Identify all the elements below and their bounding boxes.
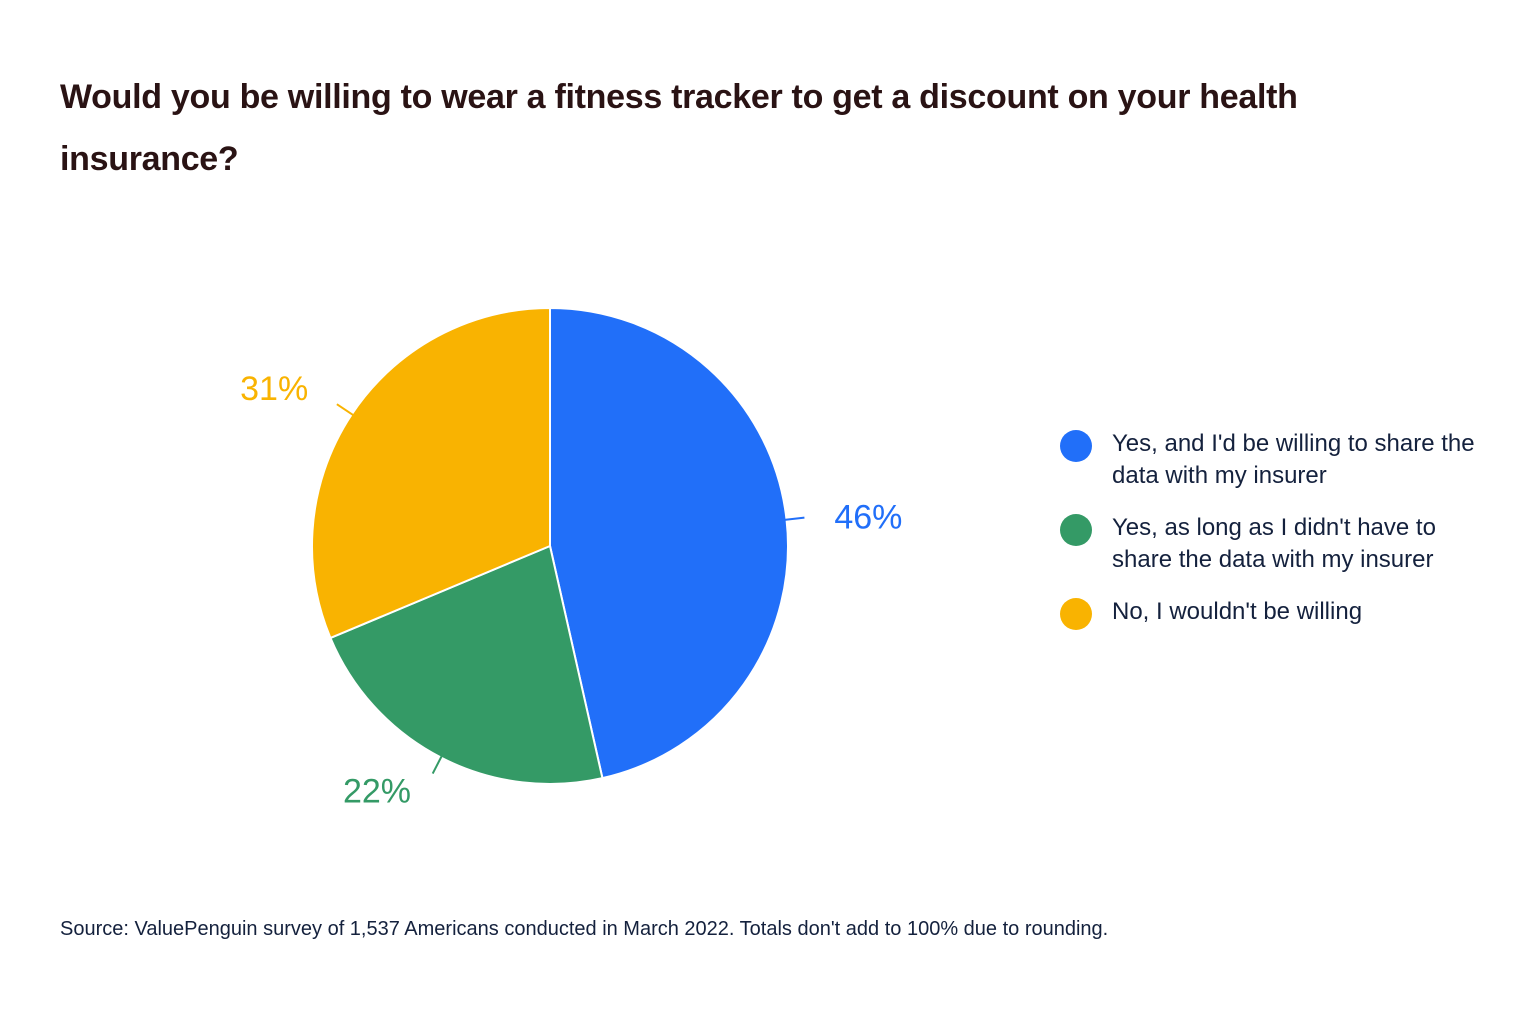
label-leader-line xyxy=(336,403,355,417)
pie-slice-label: 22% xyxy=(343,773,411,811)
label-leader-line xyxy=(784,516,805,521)
pie-slice-label: 31% xyxy=(240,370,308,408)
label-leader-line xyxy=(431,755,443,775)
source-note: Source: ValuePenguin survey of 1,537 Ame… xyxy=(60,918,1109,940)
chart-legend: Yes, and I'd be willing to share the dat… xyxy=(1060,428,1480,650)
legend-swatch-green xyxy=(1060,514,1092,546)
legend-swatch-blue xyxy=(1060,430,1092,462)
legend-label: No, I wouldn't be willing xyxy=(1112,598,1363,625)
legend-swatch-yellow xyxy=(1060,598,1092,630)
legend-item-not-willing: No, I wouldn't be willing xyxy=(1060,596,1480,630)
legend-item-no-share: Yes, as long as I didn't have to share t… xyxy=(1060,512,1480,576)
legend-item-share-data: Yes, and I'd be willing to share the dat… xyxy=(1060,428,1480,492)
pie-chart: 46% 22% 31% xyxy=(240,306,902,811)
chart-title: Would you be willing to wear a fitness t… xyxy=(60,78,1298,178)
pie-slice-label: 46% xyxy=(834,499,902,537)
legend-label: Yes, and I'd be willing to share the dat… xyxy=(1112,430,1475,489)
legend-label: Yes, as long as I didn't have to share t… xyxy=(1112,514,1436,573)
